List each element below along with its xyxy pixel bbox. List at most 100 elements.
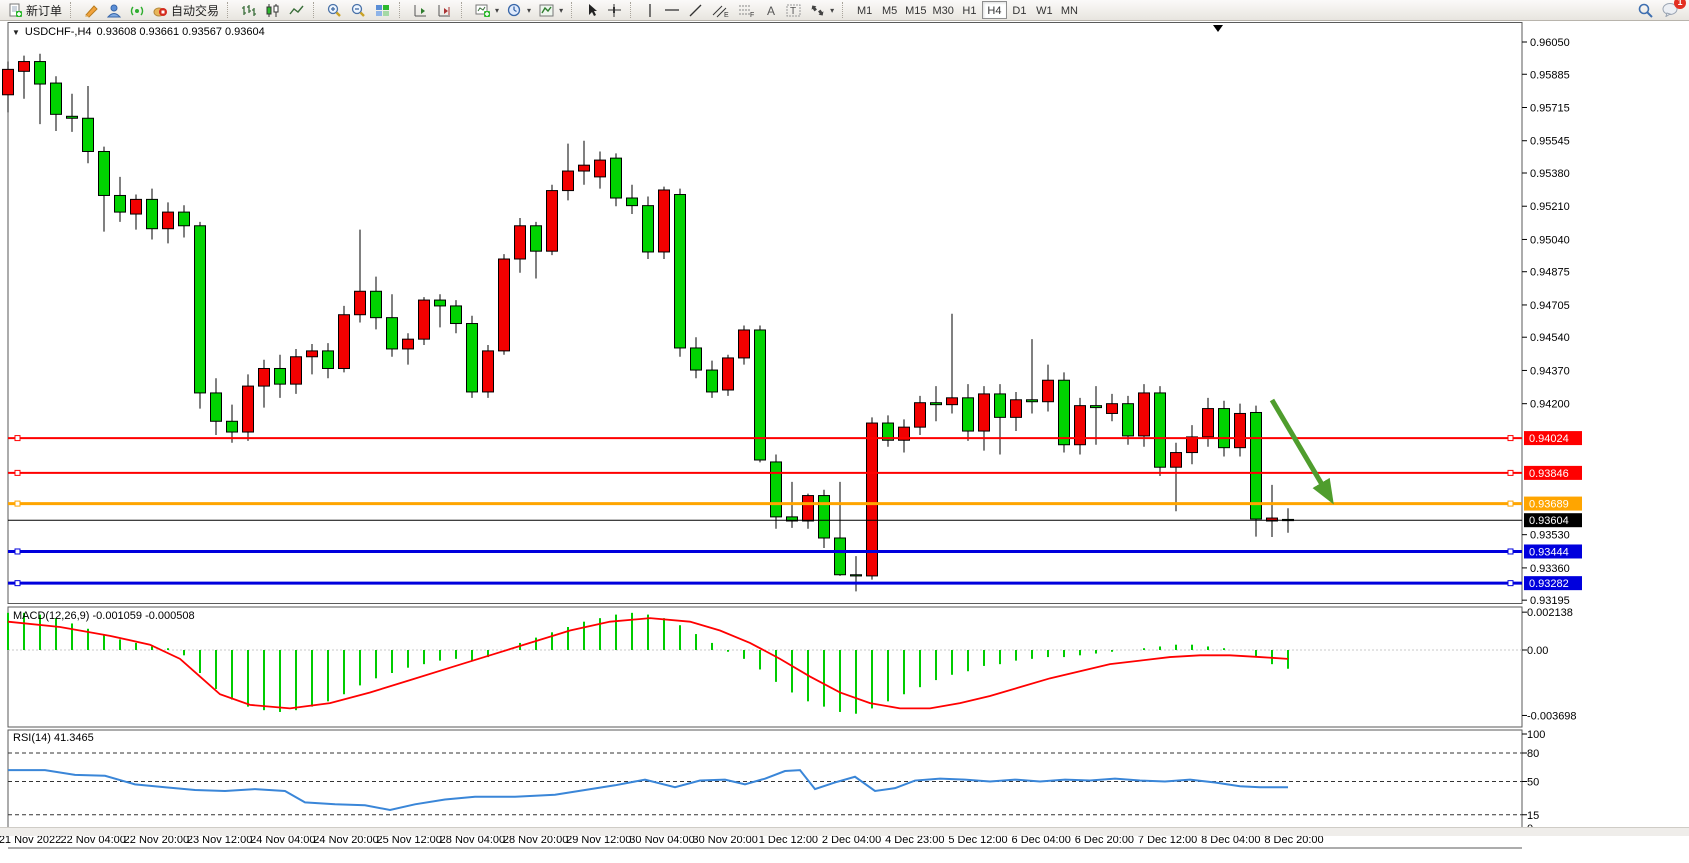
- rsi-name: RSI(14): [13, 732, 51, 744]
- line-handle[interactable]: [1507, 500, 1514, 507]
- toolbar-separator: [70, 2, 77, 18]
- bull-candle: [130, 198, 142, 215]
- timeframe-w1[interactable]: W1: [1036, 5, 1053, 17]
- search-icon[interactable]: [1637, 2, 1654, 18]
- down-trend-arrow[interactable]: [1269, 398, 1334, 505]
- zoom-out-icon: [351, 3, 367, 18]
- time-label: 8 Dec 04:00: [1201, 834, 1260, 846]
- rsi-line: [8, 769, 1288, 812]
- new-order-button[interactable]: 新订单: [4, 1, 66, 20]
- chart-title: ▼ USDCHF-,H4 0.93608 0.93661 0.93567 0.9…: [12, 26, 265, 38]
- chart-shift-button[interactable]: [433, 1, 457, 20]
- toolbar-separator: [842, 2, 849, 18]
- line-handle[interactable]: [1507, 435, 1514, 442]
- price-tick-label: 0.95380: [1530, 168, 1570, 180]
- signal-button[interactable]: [126, 1, 149, 20]
- bull-candle: [578, 164, 590, 172]
- vertical-line-button[interactable]: [640, 1, 660, 20]
- price-line-chip-label: 0.93604: [1529, 515, 1569, 527]
- chart-canvas[interactable]: 0.96050 0.95885 0.95715 0.95545 0.95380 0.952…: [0, 22, 1689, 858]
- bear-candle: [1090, 405, 1102, 409]
- horizontal-line-icon: [664, 3, 680, 18]
- zoom-out-button[interactable]: [347, 1, 371, 20]
- bar-chart-button[interactable]: [237, 1, 261, 20]
- chart-symbol: USDCHF-,H4: [24, 26, 92, 38]
- macd-signal-line: [7, 617, 1289, 710]
- crosshair-icon: [607, 3, 622, 18]
- timeframe-h4[interactable]: H4: [981, 1, 1007, 19]
- bull-candle: [1106, 403, 1118, 414]
- bull-candle: [162, 211, 174, 230]
- channel-button[interactable]: E: [708, 1, 734, 20]
- bear-candle: [530, 225, 542, 252]
- price-line-chip: [1524, 544, 1582, 559]
- chart-ohlc-values: 0.93608 0.93661 0.93567 0.93604: [96, 26, 265, 38]
- crosshair-button[interactable]: [603, 1, 626, 20]
- bear-candle: [194, 225, 206, 394]
- timeframe-h1[interactable]: H1: [962, 5, 977, 17]
- arrows-button[interactable]: ▾: [806, 1, 838, 20]
- time-label: 25 Nov 12:00: [376, 834, 441, 846]
- chat-button[interactable]: 1: [1662, 0, 1686, 20]
- line-handle[interactable]: [1507, 469, 1514, 476]
- line-handle[interactable]: [14, 500, 21, 507]
- price-tick-label: 0.94370: [1530, 365, 1570, 377]
- line-handle[interactable]: [14, 548, 21, 555]
- chart-shift-marker: [1213, 25, 1223, 32]
- time-label: 22 Nov 04:00: [60, 834, 125, 846]
- text-label-button[interactable]: T: [782, 1, 806, 20]
- price-tick-label: 0.96050: [1530, 37, 1570, 49]
- chat-icon: [1662, 1, 1679, 18]
- bull-candle: [402, 338, 414, 350]
- candle-chart-button[interactable]: [261, 1, 285, 20]
- bear-candle: [610, 157, 622, 199]
- horizontal-line-button[interactable]: [660, 1, 684, 20]
- bear-candle: [146, 198, 158, 230]
- bull-candle: [978, 393, 990, 432]
- macd-tick-label: 0.002138: [1527, 607, 1573, 619]
- tile-windows-button[interactable]: [371, 1, 395, 20]
- timeframe-m30[interactable]: M30: [932, 5, 954, 17]
- price-tick-label: 0.94705: [1530, 300, 1570, 312]
- signal-icon: [130, 3, 145, 18]
- bear-candle: [1218, 408, 1230, 449]
- time-label: 30 Nov 04:00: [629, 834, 694, 846]
- timeframe-m5[interactable]: M5: [881, 5, 898, 17]
- shift-marker: [1213, 25, 1223, 32]
- line-handle[interactable]: [14, 469, 21, 476]
- price-line-chip-label: 0.94024: [1529, 433, 1569, 445]
- profile-button[interactable]: [103, 1, 126, 20]
- toolbar-separator: [399, 2, 406, 18]
- rsi-value: 41.3465: [53, 732, 94, 744]
- line-chart-button[interactable]: [285, 1, 309, 20]
- crayon-button[interactable]: [80, 1, 103, 20]
- auto-trading-button[interactable]: 自动交易: [149, 1, 223, 20]
- cursor-button[interactable]: [581, 1, 603, 20]
- bear-candle: [1026, 399, 1038, 403]
- bear-candle: [1250, 411, 1262, 520]
- bull-candle: [1186, 436, 1198, 454]
- line-handle[interactable]: [1507, 548, 1514, 555]
- line-handle[interactable]: [14, 435, 21, 442]
- macd-indicator-label: MACD(12,26,9) -0.001059 -0.000508: [13, 610, 195, 622]
- zoom-in-button[interactable]: [323, 1, 347, 20]
- new-chart-button[interactable]: ▾: [471, 1, 503, 20]
- bear-candle: [850, 574, 862, 577]
- bear-candle: [1154, 392, 1166, 468]
- text-button[interactable]: A: [760, 1, 782, 20]
- profiles-button[interactable]: ▾: [503, 1, 535, 20]
- trendline-button[interactable]: [684, 1, 708, 20]
- line-handle[interactable]: [1507, 580, 1514, 587]
- text-icon: A: [764, 3, 778, 18]
- fibonacci-button[interactable]: F: [734, 1, 760, 20]
- bar-chart-icon: [241, 3, 257, 18]
- autoscroll-button[interactable]: [409, 1, 433, 20]
- timeframe-d1[interactable]: D1: [1012, 5, 1027, 17]
- timeframe-m1[interactable]: M1: [856, 5, 873, 17]
- timeframe-mn[interactable]: MN: [1060, 5, 1078, 17]
- tile-windows-icon: [375, 3, 391, 18]
- line-handle[interactable]: [14, 580, 21, 587]
- indicators-button[interactable]: ▾: [535, 1, 567, 20]
- timeframe-m15[interactable]: M15: [905, 5, 927, 17]
- rsi-tick-label: 15: [1527, 810, 1539, 822]
